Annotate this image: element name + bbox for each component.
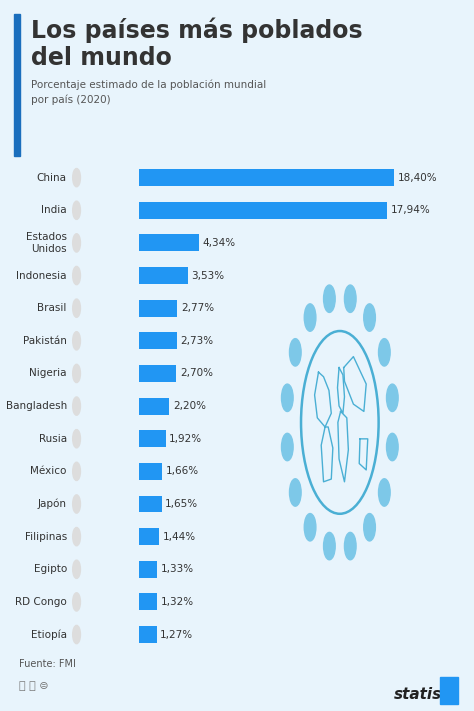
Text: Brasil: Brasil <box>37 303 67 313</box>
Text: 1,92%: 1,92% <box>169 434 202 444</box>
Circle shape <box>290 479 301 506</box>
FancyBboxPatch shape <box>139 202 387 219</box>
Text: China: China <box>37 173 67 183</box>
Text: 2,20%: 2,20% <box>173 401 206 411</box>
Text: Nigeria: Nigeria <box>29 368 67 378</box>
FancyBboxPatch shape <box>139 496 162 513</box>
Text: 4,34%: 4,34% <box>202 238 236 248</box>
Text: Porcentaje estimado de la población mundial
por país (2020): Porcentaje estimado de la población mund… <box>31 80 266 105</box>
Circle shape <box>73 626 81 643</box>
Circle shape <box>73 495 81 513</box>
Circle shape <box>364 304 375 331</box>
Text: Japón: Japón <box>38 498 67 509</box>
Text: México: México <box>30 466 67 476</box>
Text: Bangladesh: Bangladesh <box>6 401 67 411</box>
Text: 3,53%: 3,53% <box>191 271 224 281</box>
Text: RD Congo: RD Congo <box>15 597 67 607</box>
Circle shape <box>73 201 81 220</box>
Circle shape <box>345 285 356 312</box>
Circle shape <box>73 267 81 284</box>
FancyBboxPatch shape <box>139 594 157 610</box>
FancyBboxPatch shape <box>139 397 169 415</box>
Circle shape <box>290 338 301 366</box>
Text: 1,44%: 1,44% <box>162 532 195 542</box>
FancyBboxPatch shape <box>139 463 162 480</box>
Circle shape <box>73 299 81 317</box>
Text: del mundo: del mundo <box>31 46 172 70</box>
Text: Ⓒ ⓘ ⊜: Ⓒ ⓘ ⊜ <box>19 681 48 691</box>
Text: Los países más poblados: Los países más poblados <box>31 18 363 43</box>
Circle shape <box>386 384 398 412</box>
Text: 1,66%: 1,66% <box>165 466 199 476</box>
Circle shape <box>73 528 81 546</box>
Text: 1,32%: 1,32% <box>161 597 194 607</box>
Circle shape <box>345 533 356 560</box>
Circle shape <box>73 397 81 415</box>
Circle shape <box>364 513 375 541</box>
Circle shape <box>73 234 81 252</box>
Circle shape <box>73 593 81 611</box>
Circle shape <box>282 384 293 412</box>
FancyBboxPatch shape <box>139 561 157 578</box>
FancyBboxPatch shape <box>139 300 177 316</box>
Text: Etiopía: Etiopía <box>31 629 67 640</box>
Circle shape <box>379 338 390 366</box>
Text: 2,73%: 2,73% <box>180 336 213 346</box>
Circle shape <box>73 462 81 481</box>
Circle shape <box>73 560 81 579</box>
FancyBboxPatch shape <box>139 169 394 186</box>
Text: Fuente: FMI: Fuente: FMI <box>19 659 76 669</box>
Text: statista: statista <box>394 688 460 702</box>
FancyBboxPatch shape <box>139 332 177 349</box>
Text: 1,65%: 1,65% <box>165 499 198 509</box>
Circle shape <box>304 304 316 331</box>
Circle shape <box>324 285 335 312</box>
Circle shape <box>73 429 81 448</box>
Text: 1,33%: 1,33% <box>161 565 194 574</box>
Text: 17,94%: 17,94% <box>391 205 431 215</box>
FancyBboxPatch shape <box>139 235 199 252</box>
Text: Z: Z <box>444 689 454 702</box>
Circle shape <box>386 433 398 461</box>
FancyBboxPatch shape <box>139 626 156 643</box>
Circle shape <box>304 513 316 541</box>
Text: Estados
Unidos: Estados Unidos <box>26 232 67 254</box>
Text: 18,40%: 18,40% <box>397 173 437 183</box>
Circle shape <box>379 479 390 506</box>
Circle shape <box>73 364 81 383</box>
Circle shape <box>324 533 335 560</box>
Text: 2,77%: 2,77% <box>181 303 214 313</box>
FancyBboxPatch shape <box>139 430 165 447</box>
Circle shape <box>73 169 81 187</box>
Text: Pakistán: Pakistán <box>23 336 67 346</box>
Text: 1,27%: 1,27% <box>160 629 193 639</box>
FancyBboxPatch shape <box>139 267 188 284</box>
FancyBboxPatch shape <box>139 528 159 545</box>
Text: Egipto: Egipto <box>34 565 67 574</box>
Circle shape <box>282 433 293 461</box>
FancyBboxPatch shape <box>139 365 176 382</box>
Text: Indonesia: Indonesia <box>17 271 67 281</box>
Text: 2,70%: 2,70% <box>180 368 213 378</box>
Text: Rusia: Rusia <box>39 434 67 444</box>
Circle shape <box>73 331 81 350</box>
Text: Filipinas: Filipinas <box>25 532 67 542</box>
Text: India: India <box>41 205 67 215</box>
